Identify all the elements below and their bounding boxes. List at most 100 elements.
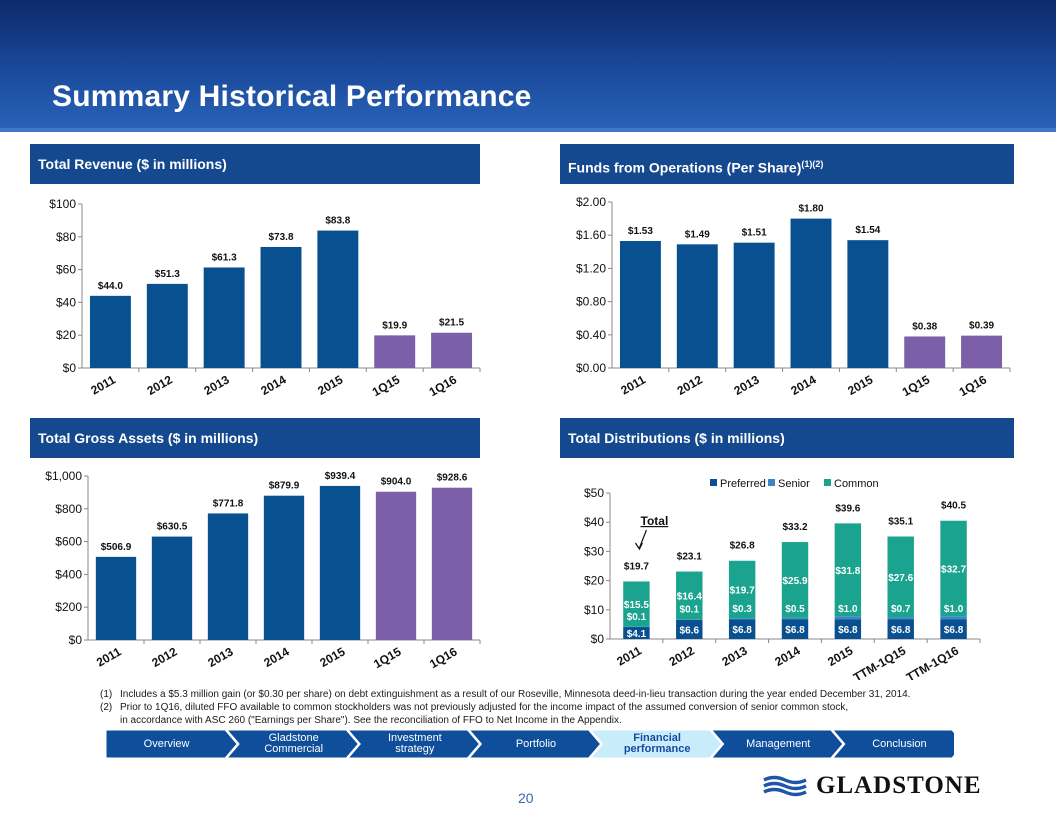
revenue-xtick-label: 2014 (258, 372, 288, 398)
assets-panel-title: Total Gross Assets ($ in millions) (38, 430, 259, 446)
nav-item-label-line2: strategy (395, 743, 435, 755)
distributions-total-label: $19.7 (624, 561, 649, 572)
ffo-ytick-label: $1.60 (576, 228, 606, 242)
distributions-legend-label-senior: Senior (778, 478, 810, 490)
ffo-data-label: $1.53 (628, 226, 653, 237)
distributions-bar-common (940, 520, 967, 617)
revenue-xtick-label: 2015 (315, 372, 345, 398)
distributions-bar-senior (940, 616, 967, 620)
distributions-bar-common (781, 542, 809, 618)
nav-item-label-line2: Commercial (264, 743, 324, 755)
distributions-total-label: $26.8 (730, 541, 755, 552)
nav-item-management[interactable]: Management (724, 730, 833, 758)
nav-item-label: Investment strategy (388, 733, 442, 755)
footnote-2-text: Prior to 1Q16, diluted FFO available to … (120, 702, 849, 713)
nav-item-investment[interactable]: Investment strategy (360, 730, 469, 758)
ffo-xtick-label: 2011 (618, 372, 648, 397)
revenue-xtick-label: 1Q15 (370, 372, 403, 399)
distributions-bar-preferred (834, 619, 862, 639)
nav-item-portfolio[interactable]: Portfolio (481, 730, 590, 758)
ffo-xtick-label: 2012 (675, 372, 705, 398)
ffo-bar (961, 335, 1003, 368)
assets-xtick-label: 2015 (317, 644, 347, 670)
distributions-legend-label-preferred: Preferred (720, 478, 766, 490)
assets-ytick-label: $1,000 (45, 469, 82, 483)
assets-ytick-label: $800 (55, 502, 82, 516)
nav-item-label: Gladstone Commercial (264, 733, 323, 755)
nav-chevron-shape (347, 730, 481, 758)
nav-item-overview[interactable]: Overview (106, 730, 227, 758)
distributions-label-senior: $0.5 (785, 604, 805, 615)
distributions-bar-common (834, 523, 862, 617)
assets-data-label: $771.8 (213, 498, 244, 509)
distributions-bar-senior (834, 616, 862, 620)
ffo-panel-title: Funds from Operations (Per Share) (568, 159, 802, 176)
ffo-xtick-label: 2013 (732, 372, 762, 398)
nav-chevron-shape (711, 730, 844, 758)
distributions-legend-swatch-common (824, 479, 831, 486)
nav-item-financial[interactable]: Financial performance (603, 730, 712, 758)
distributions-xtick-label: 2013 (720, 643, 750, 669)
nav-item-conclusion[interactable]: Conclusion (845, 730, 954, 758)
assets-bar (319, 485, 361, 640)
revenue-bar (89, 295, 131, 368)
page-title: Summary Historical Performance (52, 80, 532, 113)
nav-item-label: Portfolio (515, 737, 557, 750)
distributions-ytick-label: $10 (584, 603, 604, 617)
distributions-legend-label-common: Common (834, 478, 879, 490)
assets-xtick-label: 2013 (205, 644, 235, 670)
distributions-total-label: $33.2 (782, 522, 807, 533)
distributions-xtick-label: TTM-1Q15 (851, 643, 909, 680)
revenue-chart: $0 $20 $40 $60 $80 $100 $44.0 2011 $51.3 2012 $61.… (49, 197, 481, 399)
ffo-bar (676, 244, 718, 368)
assets-xtick-label: 2014 (261, 644, 291, 670)
header-banner (0, 0, 1056, 130)
revenue-ytick-label: $20 (56, 328, 76, 342)
revenue-ytick-label: $40 (56, 295, 76, 309)
ffo-ytick-label: $2.00 (576, 195, 606, 209)
distributions-bar-senior (728, 618, 756, 620)
logo-wordmark: GLADSTONE (816, 772, 982, 799)
revenue-xtick-label: 2013 (202, 372, 232, 398)
assets-data-label: $506.9 (101, 542, 132, 553)
nav-item-label-line1: Portfolio (515, 737, 557, 750)
page-number: 20 (518, 790, 534, 806)
nav-chevron-shape (832, 730, 954, 758)
nav-item-gladstone[interactable]: Gladstone Commercial (239, 730, 348, 758)
distributions-bar-preferred (676, 619, 703, 639)
distributions-bar-senior (887, 617, 914, 620)
distributions-label-senior: $0.1 (627, 612, 647, 623)
distributions-total-label: $40.5 (941, 501, 966, 512)
footnote-2-continued: in accordance with ASC 260 ("Earnings pe… (100, 714, 1000, 727)
revenue-xtick-label: 1Q16 (427, 372, 460, 399)
distributions-ytick-label: $30 (584, 544, 604, 558)
distributions-label-preferred: $6.8 (732, 625, 752, 636)
logo-mark-icon (763, 775, 807, 797)
nav-item-label: Management (746, 738, 810, 750)
ffo-ytick-label: $1.20 (576, 261, 606, 275)
ffo-panel-header: Funds from Operations (Per Share)(1)(2) (560, 144, 1014, 184)
distributions-bar-senior (781, 617, 809, 620)
distributions-bar-preferred (728, 619, 756, 639)
distributions-label-senior: $0.3 (732, 604, 752, 615)
assets-data-label: $928.6 (437, 473, 468, 484)
assets-data-label: $904.0 (381, 477, 412, 488)
nav-item-label: Conclusion (872, 738, 926, 750)
distributions-xtick-label: 2015 (825, 643, 855, 669)
revenue-data-label: $83.8 (325, 216, 350, 227)
assets-panel-header: Total Gross Assets ($ in millions) (30, 418, 480, 458)
assets-chart: $0 $200 $400 $600 $800 $1,000 $506.9 2011 $630.5… (45, 469, 481, 671)
distributions-bar-common (676, 571, 703, 620)
revenue-data-label: $44.0 (98, 281, 123, 292)
distributions-bar-common (887, 536, 914, 618)
ffo-xtick-label: 2015 (845, 372, 875, 398)
ffo-data-label: $1.54 (855, 225, 880, 236)
ffo-xtick-label: 1Q16 (957, 372, 990, 399)
distributions-bar-preferred (887, 619, 914, 639)
distributions-label-common: $19.7 (730, 586, 755, 597)
assets-bar (375, 491, 417, 640)
ffo-chart: $0.00 $0.40 $0.80 $1.20 $1.60 $2.00 $1.53 2011 $… (576, 195, 1011, 399)
assets-data-label: $879.9 (269, 481, 300, 492)
ffo-panel-footnote-ref: (1)(2) (801, 159, 824, 169)
company-logo: GLADSTONE (762, 772, 1034, 800)
